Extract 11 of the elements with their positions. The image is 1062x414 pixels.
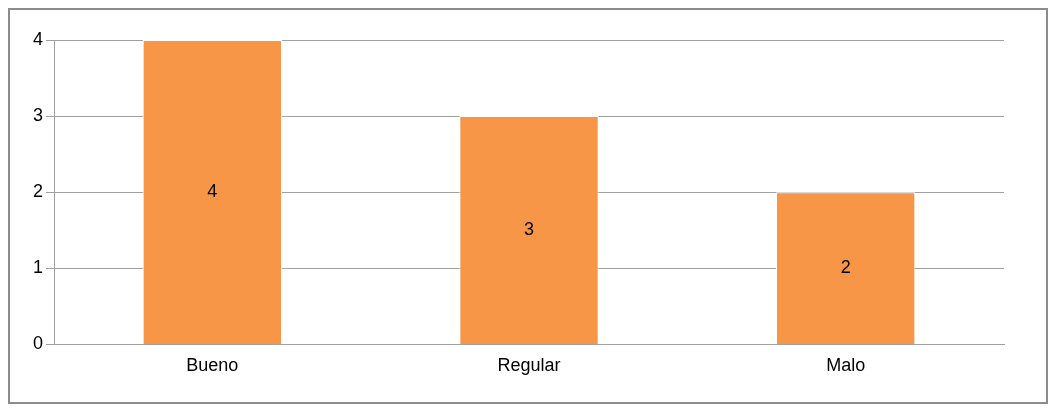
- y-tick-label: 1: [33, 257, 44, 278]
- x-tick-label: Malo: [826, 355, 866, 376]
- x-tick-label: Bueno: [186, 355, 239, 376]
- y-tick-label: 4: [33, 28, 44, 49]
- y-tick-label: 0: [33, 333, 44, 354]
- data-label: 4: [207, 180, 218, 201]
- y-tick-label: 2: [33, 181, 44, 202]
- y-tick-label: 3: [33, 105, 44, 126]
- x-tick-label: Regular: [497, 355, 561, 376]
- data-label: 2: [840, 257, 851, 278]
- data-label: 3: [524, 218, 535, 239]
